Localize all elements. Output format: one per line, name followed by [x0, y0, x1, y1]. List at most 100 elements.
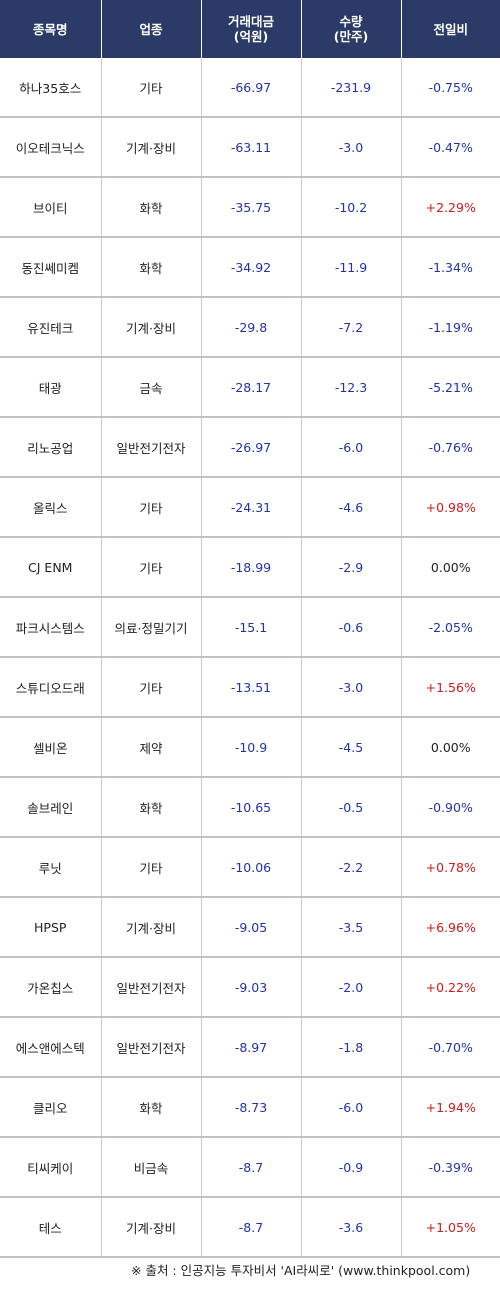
- stock-name-cell: 동진쎄미켐: [0, 237, 102, 297]
- stock-name-cell: 이오테크닉스: [0, 117, 102, 177]
- amount-cell: -10.65: [201, 777, 302, 837]
- amount-cell: -28.17: [201, 357, 302, 417]
- table-row: 티씨케이 비금속 -8.7 -0.9 -0.39%: [0, 1137, 500, 1197]
- sector-cell: 기타: [101, 657, 202, 717]
- volume-cell: -6.0: [301, 417, 402, 477]
- amount-cell: -24.31: [201, 477, 302, 537]
- volume-cell: -0.9: [301, 1137, 402, 1197]
- table-row: CJ ENM 기타 -18.99 -2.9 0.00%: [0, 537, 500, 597]
- stock-name-cell: 에스앤에스텍: [0, 1017, 102, 1077]
- header-volume-line1: 수량: [339, 14, 363, 29]
- change-cell: -0.39%: [428, 1159, 473, 1175]
- change-cell: +0.78%: [425, 859, 476, 875]
- change-cell: +0.22%: [425, 979, 476, 995]
- header-volume-line2: (만주): [333, 29, 369, 44]
- sector-cell: 기계·장비: [101, 117, 202, 177]
- amount-cell: -8.97: [201, 1017, 302, 1077]
- stock-name-cell: 솔브레인: [0, 777, 102, 837]
- change-cell: -0.75%: [428, 79, 473, 95]
- change-cell: -1.34%: [428, 259, 473, 275]
- volume-cell: -4.6: [301, 477, 402, 537]
- sector-cell: 화학: [101, 237, 202, 297]
- amount-cell: -8.73: [201, 1077, 302, 1137]
- sector-cell: 제약: [101, 717, 202, 777]
- table-row: 하나35호스 기타 -66.97 -231.9 -0.75%: [0, 58, 500, 117]
- header-change: 전일비: [401, 0, 500, 58]
- table-row: 동진쎄미켐 화학 -34.92 -11.9 -1.34%: [0, 237, 500, 297]
- table-row: 유진테크 기계·장비 -29.8 -7.2 -1.19%: [0, 297, 500, 357]
- table-row: 클리오 화학 -8.73 -6.0 +1.94%: [0, 1077, 500, 1137]
- change-cell: 0.00%: [430, 739, 471, 755]
- amount-cell: -66.97: [201, 58, 302, 117]
- amount-cell: -8.7: [201, 1137, 302, 1197]
- table-row: HPSP 기계·장비 -9.05 -3.5 +6.96%: [0, 897, 500, 957]
- sector-cell: 기타: [101, 537, 202, 597]
- table-row: 올릭스 기타 -24.31 -4.6 +0.98%: [0, 477, 500, 537]
- amount-cell: -10.9: [201, 717, 302, 777]
- stock-name-cell: 테스: [0, 1197, 102, 1257]
- header-name: 종목명: [0, 0, 102, 58]
- volume-cell: -3.0: [301, 117, 402, 177]
- stock-name-cell: 리노공업: [0, 417, 102, 477]
- sector-cell: 일반전기전자: [101, 957, 202, 1017]
- header-sector: 업종: [101, 0, 202, 58]
- stock-name-cell: HPSP: [0, 897, 102, 957]
- amount-cell: -15.1: [201, 597, 302, 657]
- volume-cell: -0.6: [301, 597, 402, 657]
- change-cell: +2.29%: [425, 199, 476, 215]
- volume-cell: -2.2: [301, 837, 402, 897]
- amount-cell: -63.11: [201, 117, 302, 177]
- table-row: 테스 기계·장비 -8.7 -3.6 +1.05%: [0, 1197, 500, 1257]
- volume-cell: -3.0: [301, 657, 402, 717]
- table-row: 셀비온 제약 -10.9 -4.5 0.00%: [0, 717, 500, 777]
- stock-name-cell: 파크시스템스: [0, 597, 102, 657]
- sector-cell: 기계·장비: [101, 1197, 202, 1257]
- amount-cell: -9.03: [201, 957, 302, 1017]
- volume-cell: -12.3: [301, 357, 402, 417]
- table-body: 하나35호스 기타 -66.97 -231.9 -0.75% 이오테크닉스 기계·장비 -63…: [0, 58, 500, 1257]
- amount-cell: -29.8: [201, 297, 302, 357]
- header-amount-line2: (억원): [233, 29, 269, 44]
- change-cell: +1.05%: [425, 1219, 476, 1235]
- sector-cell: 기타: [101, 837, 202, 897]
- stock-name-cell: 스튜디오드래: [0, 657, 102, 717]
- table-row: 에스앤에스텍 일반전기전자 -8.97 -1.8 -0.70%: [0, 1017, 500, 1077]
- change-cell: +0.98%: [425, 499, 476, 515]
- table-row: 가온칩스 일반전기전자 -9.03 -2.0 +0.22%: [0, 957, 500, 1017]
- table-header: 종목명 업종 거래대금 (억원) 수량 (만주) 전일비: [0, 0, 500, 58]
- table-row: 태광 금속 -28.17 -12.3 -5.21%: [0, 357, 500, 417]
- sector-cell: 비금속: [101, 1137, 202, 1197]
- header-row: 종목명 업종 거래대금 (억원) 수량 (만주) 전일비: [0, 0, 500, 58]
- sector-cell: 일반전기전자: [101, 417, 202, 477]
- table-row: 스튜디오드래 기타 -13.51 -3.0 +1.56%: [0, 657, 500, 717]
- volume-cell: -6.0: [301, 1077, 402, 1137]
- stock-name-cell: 태광: [0, 357, 102, 417]
- volume-cell: -2.9: [301, 537, 402, 597]
- stock-name-cell: 유진테크: [0, 297, 102, 357]
- sector-cell: 화학: [101, 177, 202, 237]
- amount-cell: -9.05: [201, 897, 302, 957]
- stock-name-cell: CJ ENM: [0, 537, 102, 597]
- volume-cell: -2.0: [301, 957, 402, 1017]
- header-amount: 거래대금 (억원): [201, 0, 302, 58]
- stock-name-cell: 브이티: [0, 177, 102, 237]
- stock-name-cell: 티씨케이: [0, 1137, 102, 1197]
- volume-cell: -231.9: [301, 58, 402, 117]
- volume-cell: -10.2: [301, 177, 402, 237]
- stock-name-cell: 하나35호스: [0, 58, 102, 117]
- amount-cell: -35.75: [201, 177, 302, 237]
- amount-cell: -26.97: [201, 417, 302, 477]
- sector-cell: 금속: [101, 357, 202, 417]
- amount-cell: -8.7: [201, 1197, 302, 1257]
- header-change-label: 전일비: [433, 21, 468, 37]
- sector-cell: 기타: [101, 477, 202, 537]
- change-cell: 0.00%: [430, 559, 471, 575]
- change-cell: -0.90%: [428, 799, 473, 815]
- table-row: 리노공업 일반전기전자 -26.97 -6.0 -0.76%: [0, 417, 500, 477]
- sector-cell: 일반전기전자: [101, 1017, 202, 1077]
- stock-name-cell: 셀비온: [0, 717, 102, 777]
- sector-cell: 화학: [101, 777, 202, 837]
- volume-cell: -1.8: [301, 1017, 402, 1077]
